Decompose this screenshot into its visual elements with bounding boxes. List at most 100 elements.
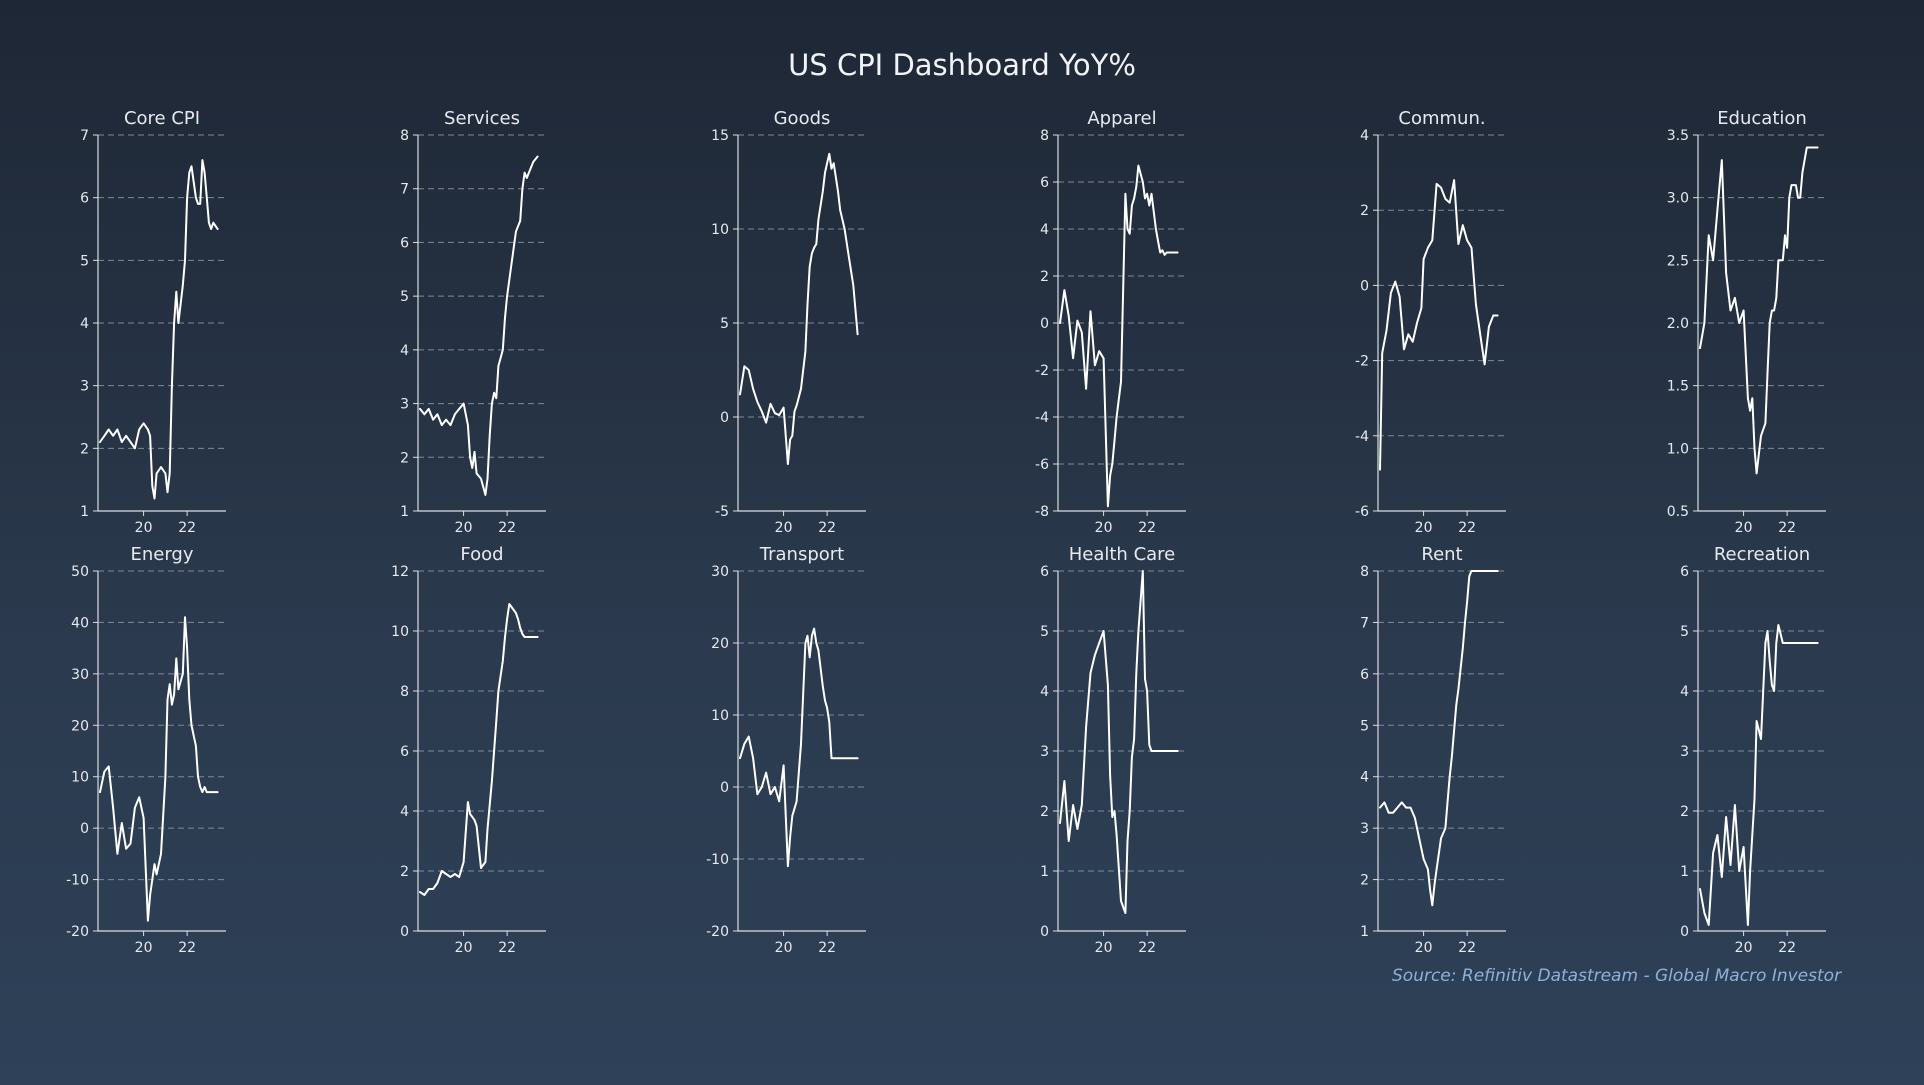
y-tick-label: 7 (400, 182, 409, 198)
y-tick-label: 10 (711, 222, 729, 238)
series-line (419, 603, 539, 896)
y-tick-label: 40 (71, 615, 89, 631)
y-tick-label: 3 (80, 379, 89, 395)
y-tick-label: 5 (1360, 718, 1369, 734)
panel-title: Apparel (1087, 108, 1156, 129)
x-tick-label: 20 (1415, 940, 1433, 956)
x-tick-label: 22 (818, 940, 836, 956)
y-tick-label: 2 (1040, 269, 1049, 285)
y-tick-label: 10 (391, 624, 409, 640)
y-tick-label: 3 (400, 397, 409, 413)
x-tick-label: 20 (1735, 940, 1753, 956)
y-tick-label: 6 (80, 191, 89, 207)
series-line (1379, 570, 1499, 907)
panel-title: Food (460, 544, 503, 565)
series-line (1059, 164, 1179, 508)
x-tick-label: 22 (1138, 520, 1156, 536)
x-tick-label: 20 (1095, 940, 1113, 956)
y-tick-label: 3 (1680, 744, 1689, 760)
y-tick-label: 2 (1680, 804, 1689, 820)
x-tick-label: 20 (775, 940, 793, 956)
y-tick-label: 4 (400, 804, 409, 820)
y-tick-label: 0 (1680, 924, 1689, 940)
y-tick-label: 20 (71, 718, 89, 734)
x-tick-label: 22 (498, 520, 516, 536)
y-tick-label: 2 (1040, 804, 1049, 820)
y-tick-label: 4 (1040, 222, 1049, 238)
x-tick-label: 20 (1415, 520, 1433, 536)
x-tick-label: 20 (455, 940, 473, 956)
y-tick-label: 5 (720, 316, 729, 332)
y-tick-label: 2.5 (1667, 253, 1689, 269)
x-tick-label: 22 (1458, 520, 1476, 536)
y-tick-label: 4 (1360, 770, 1369, 786)
y-tick-label: 4 (1680, 684, 1689, 700)
y-tick-label: -20 (706, 924, 729, 940)
y-tick-label: 12 (391, 564, 409, 580)
y-tick-label: 4 (400, 343, 409, 359)
y-tick-label: -10 (66, 873, 89, 889)
x-tick-label: 22 (1138, 940, 1156, 956)
y-tick-label: 6 (1040, 175, 1049, 191)
y-tick-label: 5 (80, 253, 89, 269)
x-tick-label: 20 (1735, 520, 1753, 536)
x-tick-label: 22 (1778, 520, 1796, 536)
x-tick-label: 22 (178, 520, 196, 536)
panel-title: Services (444, 108, 520, 129)
y-tick-label: 10 (711, 708, 729, 724)
y-tick-label: -10 (706, 852, 729, 868)
y-tick-label: 0.5 (1667, 504, 1689, 520)
y-tick-label: 0 (1040, 924, 1049, 940)
y-tick-label: -6 (1355, 504, 1369, 520)
panel-title: Core CPI (124, 108, 200, 129)
x-tick-label: 22 (498, 940, 516, 956)
y-tick-label: 6 (1040, 564, 1049, 580)
x-tick-label: 20 (1095, 520, 1113, 536)
y-tick-label: 2 (1360, 203, 1369, 219)
y-tick-label: 0 (80, 821, 89, 837)
x-tick-label: 22 (1778, 940, 1796, 956)
source-note: Source: Refinitiv Datastream - Global Ma… (1392, 966, 1842, 986)
y-tick-label: 1.5 (1667, 379, 1689, 395)
y-tick-label: 4 (1360, 128, 1369, 144)
y-tick-label: 1 (1680, 864, 1689, 880)
y-tick-label: 0 (400, 924, 409, 940)
panel-title: Rent (1421, 544, 1462, 565)
y-tick-label: 5 (400, 289, 409, 305)
panel-title: Transport (759, 544, 844, 565)
series-line (419, 155, 539, 496)
y-tick-label: 0 (720, 410, 729, 426)
y-tick-label: 3 (1360, 821, 1369, 837)
y-tick-label: -20 (66, 924, 89, 940)
y-tick-label: -5 (715, 504, 729, 520)
y-tick-label: 2 (400, 864, 409, 880)
y-tick-label: 8 (400, 684, 409, 700)
series-line (1059, 570, 1179, 914)
y-tick-label: 1 (80, 504, 89, 520)
y-tick-label: -4 (1355, 429, 1369, 445)
x-tick-label: 20 (455, 520, 473, 536)
y-tick-label: 2.0 (1667, 316, 1689, 332)
y-tick-label: -4 (1035, 410, 1049, 426)
y-tick-label: 1 (1360, 924, 1369, 940)
y-tick-label: -2 (1035, 363, 1049, 379)
y-tick-label: 1.0 (1667, 441, 1689, 457)
y-tick-label: 1 (400, 504, 409, 520)
y-tick-label: 4 (1040, 684, 1049, 700)
series-line (1379, 179, 1499, 471)
series-line (1699, 146, 1819, 475)
y-tick-label: 30 (711, 564, 729, 580)
y-tick-label: 8 (400, 128, 409, 144)
series-line (739, 627, 859, 868)
y-tick-label: -8 (1035, 504, 1049, 520)
x-tick-label: 20 (135, 940, 153, 956)
y-tick-label: 6 (1680, 564, 1689, 580)
x-tick-label: 20 (775, 520, 793, 536)
y-tick-label: 2 (400, 450, 409, 466)
y-tick-label: 1 (1040, 864, 1049, 880)
panel-title: Goods (774, 108, 831, 129)
y-tick-label: 6 (1360, 667, 1369, 683)
y-tick-label: 30 (71, 667, 89, 683)
dashboard-title: US CPI Dashboard YoY% (788, 48, 1136, 82)
